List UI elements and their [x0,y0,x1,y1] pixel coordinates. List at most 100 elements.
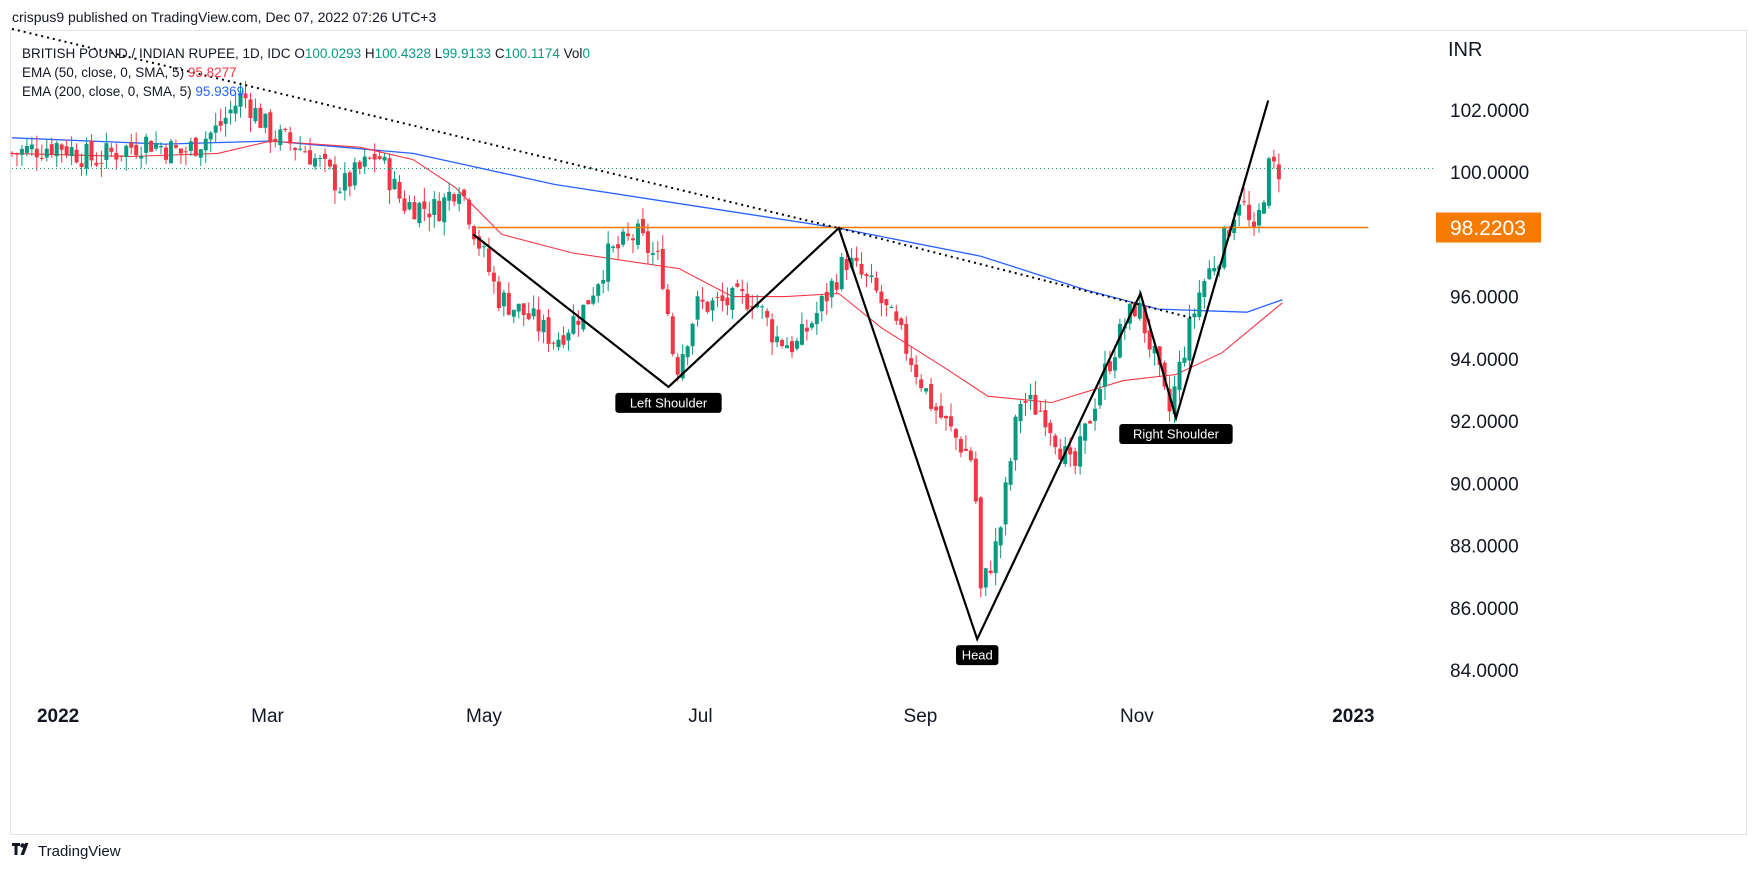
candle-body [710,300,715,311]
candle-body [342,173,347,191]
candle [258,103,263,129]
candle-body [178,148,183,154]
low-label: L [434,46,443,61]
candle-body [879,291,884,304]
candle-body [914,364,919,378]
candle-body [690,323,695,347]
candle [54,140,59,168]
candle [164,144,169,165]
candle-body [1107,361,1112,372]
candle-body [322,153,327,159]
candle-body [99,162,104,164]
candle [352,157,357,191]
candle [178,148,183,165]
candle [566,329,571,351]
candle [44,139,49,162]
candle [119,155,124,162]
high-label: H [364,46,375,61]
candle [958,436,963,458]
candle-body [1083,423,1088,441]
chart-frame [10,30,1747,835]
candle [988,560,993,575]
candle [551,341,556,350]
candle [99,150,104,177]
candle-body [745,293,750,310]
candle-body [785,345,790,349]
candle [1053,433,1058,455]
candle-body [298,148,303,150]
candle-body [44,148,49,158]
candle [183,146,188,166]
candle-body [1152,345,1157,354]
candle [611,244,616,253]
candle-body [963,448,968,451]
candle [789,336,794,358]
candle [998,525,1003,559]
candle [700,286,705,310]
candle [760,304,765,319]
candle-body [1157,346,1162,366]
candle-body [313,158,318,167]
candle [1197,279,1202,321]
candle [934,402,939,425]
candle-body [496,281,501,309]
candle-body [1261,202,1266,214]
candle-body [616,244,621,249]
candle [794,337,799,351]
candle-body [491,272,496,282]
candle-body [929,383,934,409]
candle-body [1192,313,1197,318]
candle-body [700,299,705,302]
candle-body [958,439,963,453]
candle-body [1142,305,1147,334]
candle-body [536,309,541,332]
ema50-line [11,140,1283,404]
candle [1261,199,1266,215]
candle [377,149,382,161]
candle-body [412,202,417,220]
candle [929,377,934,412]
annotation-box [615,392,722,413]
footer-brand[interactable]: TradingView [12,842,121,860]
candle-body [1177,361,1182,391]
candle-body [39,157,44,159]
candle [476,229,481,256]
candle [814,301,819,335]
candle-body [1197,292,1202,317]
candle [397,175,402,203]
candle [129,134,134,155]
candle-body [1068,447,1073,455]
high-value: 100.4328 [374,46,431,61]
candle [283,127,288,133]
candle-body [54,143,59,157]
candle [725,287,730,316]
ema200-value: 95.9369 [195,84,245,99]
annotation-box [956,645,999,666]
candle-body [144,136,149,153]
candle-body [839,257,844,290]
candle-body [228,109,233,114]
candle-body [29,144,34,150]
candle [581,304,586,332]
candle-body [64,146,69,156]
candle [1043,399,1048,437]
candle [1256,203,1261,233]
candle-body [799,324,804,345]
candle-body [1222,227,1227,268]
candle [193,136,198,157]
candle-body [114,152,119,160]
price-tick-label: 88.0000 [1450,537,1519,558]
candle [213,112,218,143]
candle [770,313,775,355]
candle [948,403,953,432]
candle [496,275,501,312]
candle-body [248,99,253,118]
candle-body [561,335,566,345]
candle-body [1132,303,1137,317]
candle [561,326,566,349]
candle [1177,350,1182,401]
time-tick-label: Sep [904,706,938,727]
candle [780,338,785,349]
candle [924,387,929,395]
